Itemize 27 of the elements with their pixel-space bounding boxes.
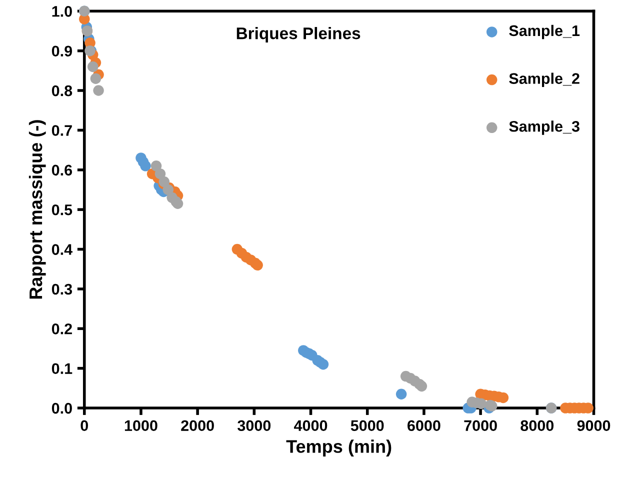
y-tick-label: 0.8	[52, 85, 72, 96]
y-axis-title: Rapport massique (-)	[28, 120, 46, 299]
y-tick-label: 0.6	[52, 164, 72, 176]
x-tick-label: 6000	[408, 420, 440, 432]
text: Briques Pleines	[236, 27, 360, 43]
x-tick-label: 4000	[294, 420, 328, 432]
y-tick-label: 0.2	[52, 324, 72, 334]
legend-label: Sample_2	[509, 72, 580, 87]
y-tick-label: 0.3	[52, 284, 72, 295]
y-tick-label: 1.0	[52, 6, 72, 17]
x-tick-label: 1000	[124, 420, 158, 432]
y-tick-label: 0.7	[52, 125, 72, 136]
y-tick-label: 0.4	[52, 244, 72, 255]
x-tick-label: 7000	[464, 420, 497, 432]
x-tick-label: 9000	[577, 420, 610, 432]
x-tick-label: 3000	[238, 420, 271, 432]
y-tick-label: 0.0	[52, 402, 72, 414]
x-axis-title: Temps (min)	[286, 440, 392, 456]
legend-label: Sample_3	[509, 120, 580, 135]
x-tick-label: 0	[80, 420, 88, 432]
x-tick-label: 2000	[181, 420, 214, 432]
x-tick-label: 5000	[350, 420, 384, 432]
x-tick-label: 8000	[520, 420, 554, 432]
y-tick-label: 0.1	[52, 363, 72, 374]
y-tick-label: 0.5	[52, 204, 72, 216]
legend-label: Sample_1	[509, 24, 580, 40]
y-tick-label: 0.9	[52, 46, 72, 57]
